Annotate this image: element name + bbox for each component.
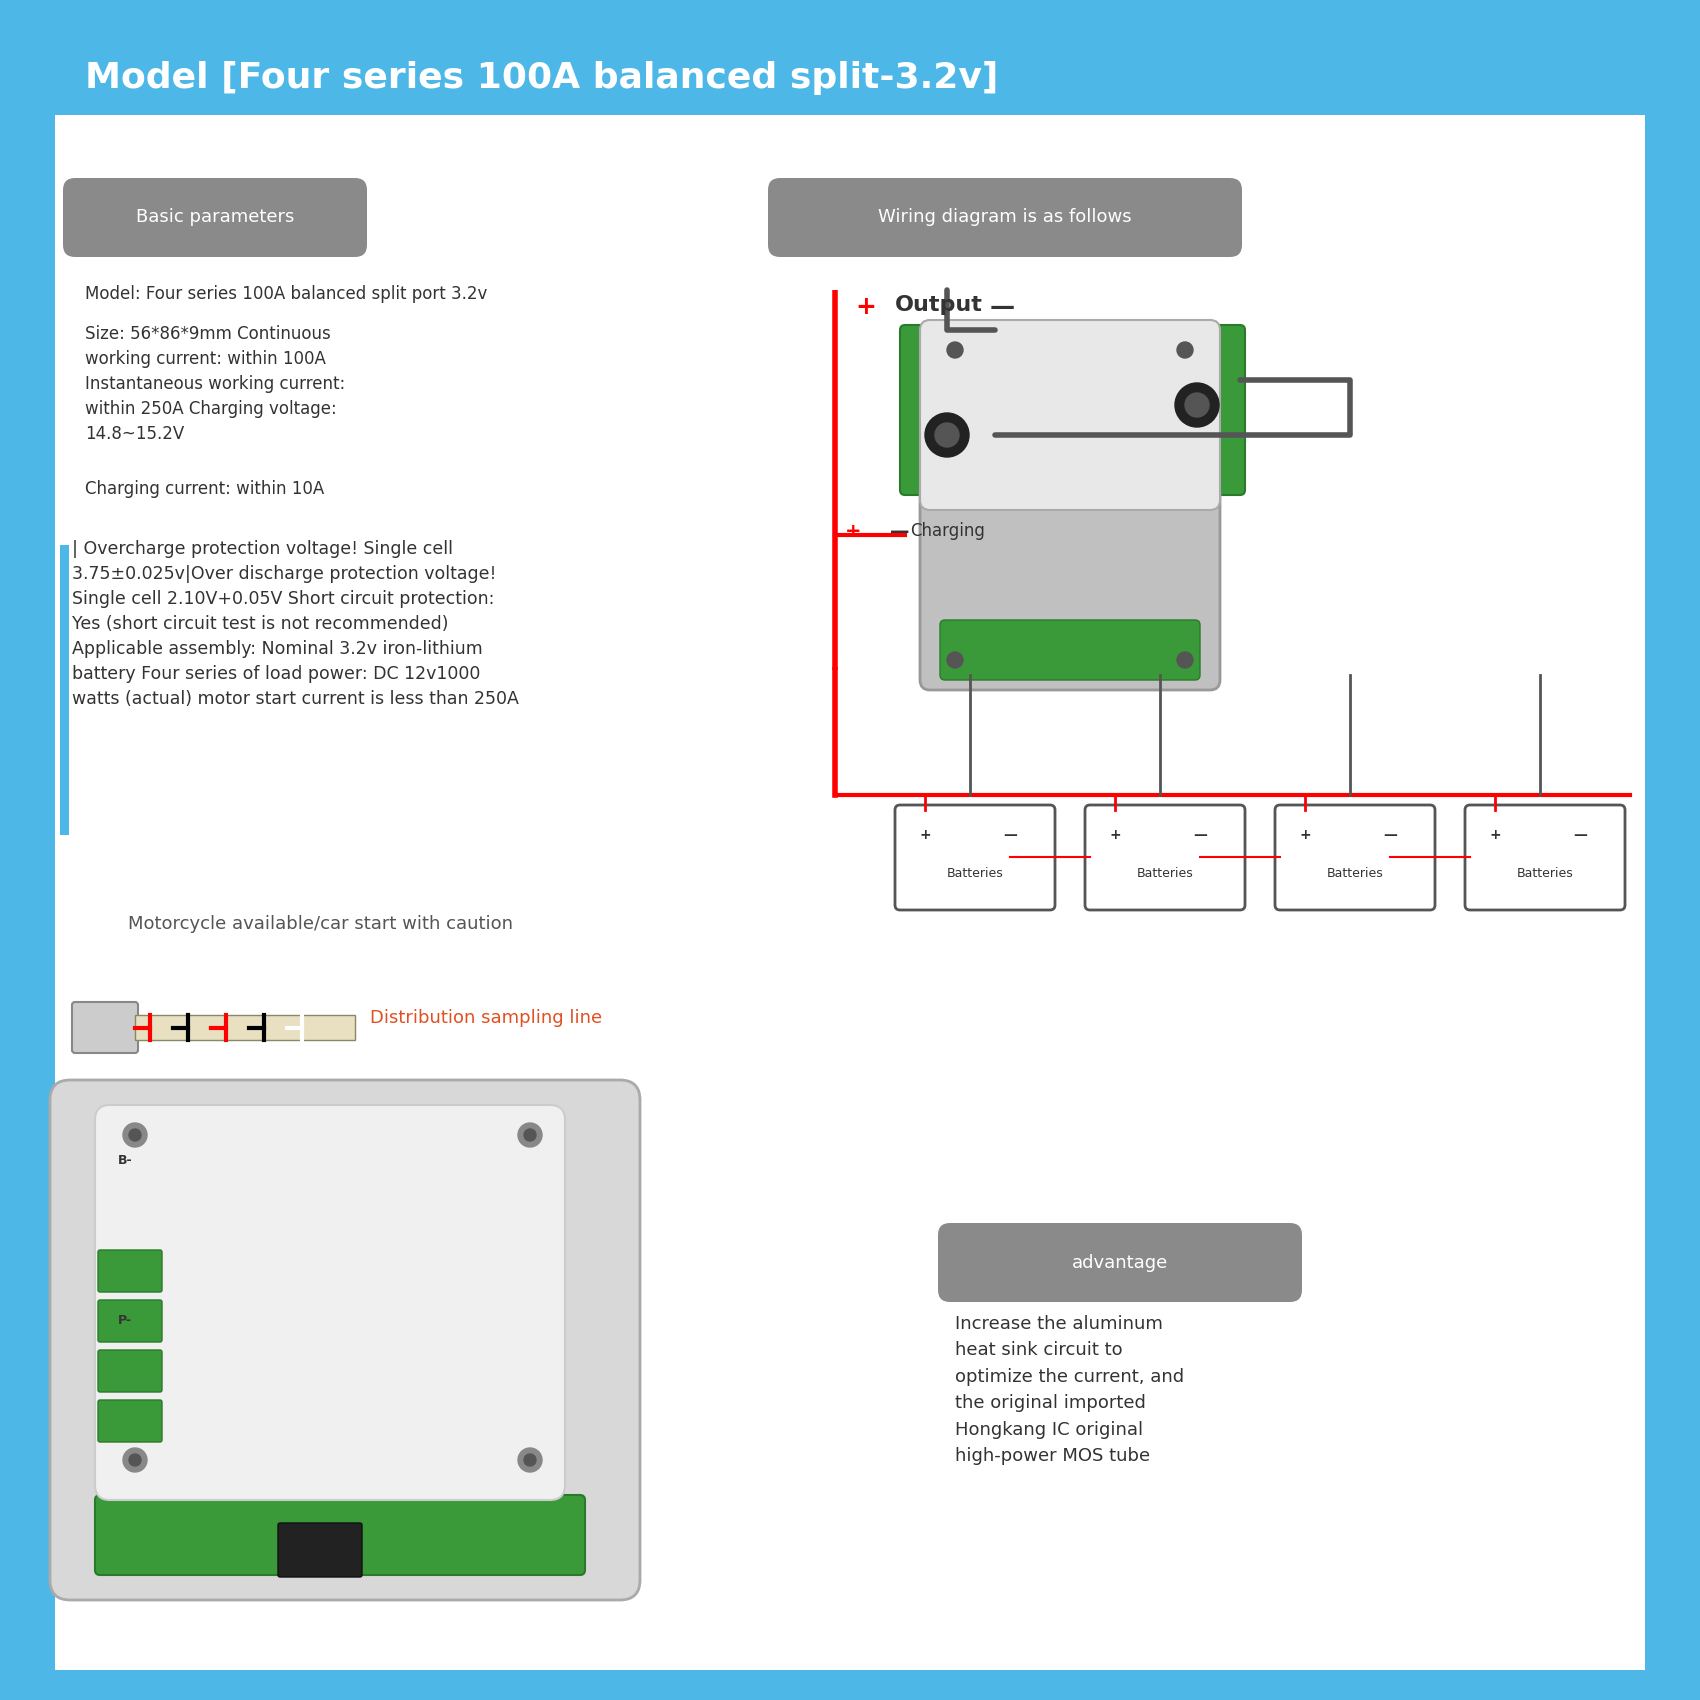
- Text: Batteries: Batteries: [947, 867, 1003, 881]
- Text: +: +: [1489, 828, 1501, 842]
- Bar: [60, 546, 70, 835]
- Text: P-: P-: [117, 1314, 133, 1326]
- FancyBboxPatch shape: [1275, 806, 1435, 910]
- Text: Model [Four series 100A balanced split-3.2v]: Model [Four series 100A balanced split-3…: [85, 61, 998, 95]
- Circle shape: [1176, 342, 1193, 359]
- Circle shape: [129, 1129, 141, 1141]
- Circle shape: [925, 413, 969, 457]
- FancyBboxPatch shape: [894, 806, 1056, 910]
- Circle shape: [935, 423, 959, 447]
- FancyBboxPatch shape: [99, 1401, 162, 1442]
- Text: Distribution sampling line: Distribution sampling line: [371, 1010, 602, 1027]
- FancyBboxPatch shape: [279, 1523, 362, 1578]
- Text: Basic parameters: Basic parameters: [136, 209, 294, 226]
- Text: Size: 56*86*9mm Continuous
working current: within 100A
Instantaneous working cu: Size: 56*86*9mm Continuous working curre…: [85, 325, 345, 444]
- Circle shape: [947, 342, 962, 359]
- Text: +: +: [1108, 828, 1120, 842]
- Text: Increase the aluminum
heat sink circuit to
optimize the current, and
the origina: Increase the aluminum heat sink circuit …: [955, 1316, 1185, 1465]
- Text: —: —: [1003, 828, 1017, 842]
- Text: Charging: Charging: [910, 522, 984, 541]
- Text: +: +: [1299, 828, 1311, 842]
- Circle shape: [518, 1124, 542, 1148]
- Text: | Overcharge protection voltage! Single cell
3.75±0.025v|Over discharge protecti: | Overcharge protection voltage! Single …: [71, 541, 518, 707]
- Circle shape: [1175, 382, 1219, 427]
- FancyBboxPatch shape: [95, 1494, 585, 1574]
- Text: Wiring diagram is as follows: Wiring diagram is as follows: [879, 209, 1132, 226]
- Bar: [134, 1015, 355, 1040]
- Text: Model: Four series 100A balanced split port 3.2v: Model: Four series 100A balanced split p…: [85, 286, 488, 303]
- Text: —: —: [989, 296, 1015, 320]
- Circle shape: [1176, 653, 1193, 668]
- FancyBboxPatch shape: [54, 41, 1664, 1669]
- Circle shape: [947, 653, 962, 668]
- Text: —: —: [1572, 828, 1586, 842]
- Circle shape: [122, 1448, 146, 1472]
- FancyBboxPatch shape: [920, 484, 1221, 690]
- Text: +: +: [855, 296, 876, 320]
- Text: Batteries: Batteries: [1516, 867, 1574, 881]
- Circle shape: [129, 1454, 141, 1465]
- Circle shape: [524, 1454, 536, 1465]
- Text: +: +: [845, 522, 862, 541]
- FancyBboxPatch shape: [99, 1250, 162, 1292]
- FancyBboxPatch shape: [49, 1080, 639, 1600]
- FancyBboxPatch shape: [99, 1350, 162, 1392]
- FancyBboxPatch shape: [920, 320, 1221, 510]
- Text: Motorcycle available/car start with caution: Motorcycle available/car start with caut…: [128, 915, 512, 933]
- Text: B-: B-: [117, 1154, 133, 1166]
- Text: —: —: [1193, 828, 1207, 842]
- Text: Batteries: Batteries: [1137, 867, 1193, 881]
- Circle shape: [122, 1124, 146, 1148]
- Text: +: +: [920, 828, 932, 842]
- FancyBboxPatch shape: [99, 1300, 162, 1341]
- Text: Output: Output: [894, 296, 983, 314]
- FancyBboxPatch shape: [899, 325, 994, 495]
- Text: Charging current: within 10A: Charging current: within 10A: [85, 479, 325, 498]
- Text: Batteries: Batteries: [1326, 867, 1384, 881]
- FancyBboxPatch shape: [71, 1001, 138, 1052]
- FancyBboxPatch shape: [63, 178, 367, 257]
- Circle shape: [518, 1448, 542, 1472]
- Bar: [54, 41, 1664, 116]
- Circle shape: [1185, 393, 1209, 416]
- FancyBboxPatch shape: [940, 620, 1200, 680]
- FancyBboxPatch shape: [95, 1105, 564, 1499]
- FancyBboxPatch shape: [1149, 325, 1244, 495]
- FancyBboxPatch shape: [1085, 806, 1244, 910]
- Text: —: —: [891, 522, 910, 541]
- Text: —: —: [1384, 828, 1397, 842]
- FancyBboxPatch shape: [768, 178, 1243, 257]
- FancyBboxPatch shape: [1465, 806, 1625, 910]
- Circle shape: [524, 1129, 536, 1141]
- FancyBboxPatch shape: [938, 1222, 1302, 1302]
- Bar: [1646, 116, 1664, 1669]
- Text: advantage: advantage: [1073, 1253, 1168, 1272]
